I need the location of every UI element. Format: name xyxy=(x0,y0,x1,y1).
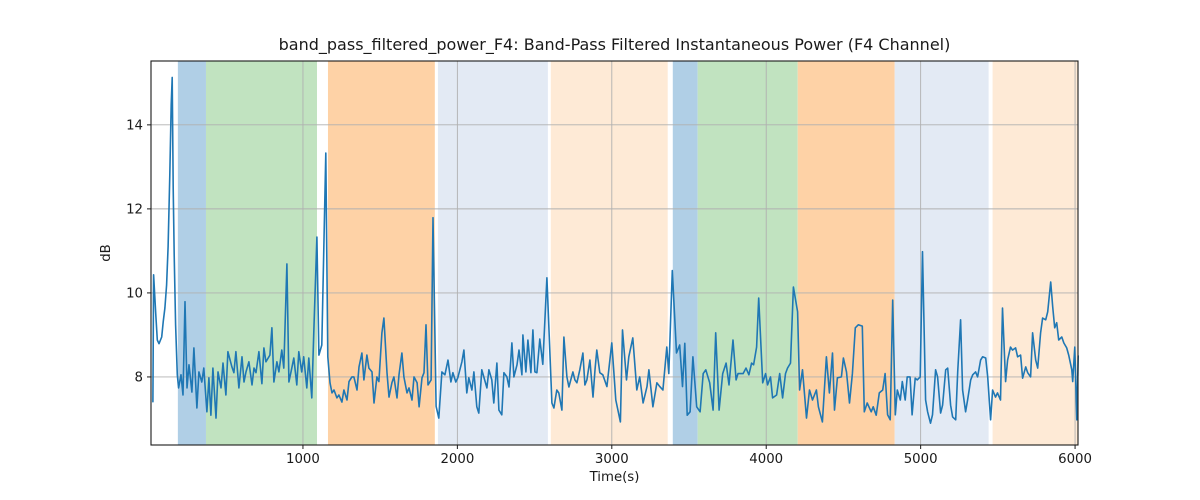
y-axis-label: dB xyxy=(99,244,114,262)
y-tick-label: 12 xyxy=(126,203,143,218)
stage-band xyxy=(327,61,435,445)
x-tick-label: 5000 xyxy=(904,452,938,467)
chart-title: band_pass_filtered_power_F4: Band-Pass F… xyxy=(279,35,951,55)
axis-ticks: 1000 2000 3000 4000 5000 6000 8 10 12 14 xyxy=(126,119,1092,467)
stage-band xyxy=(697,61,798,445)
x-tick-label: 3000 xyxy=(595,452,629,467)
stage-band xyxy=(894,61,989,445)
x-tick-label: 6000 xyxy=(1058,452,1092,467)
power-line xyxy=(152,76,1079,425)
power-series-layer xyxy=(152,76,1079,425)
y-tick-label: 8 xyxy=(135,371,143,386)
x-tick-label: 1000 xyxy=(286,452,320,467)
stage-band xyxy=(797,61,895,445)
stage-band xyxy=(992,61,1078,445)
y-tick-label: 10 xyxy=(126,287,143,302)
axes-spines xyxy=(150,60,1079,446)
x-axis-label: Time(s) xyxy=(589,470,640,485)
x-tick-label: 4000 xyxy=(749,452,783,467)
stage-band xyxy=(672,61,698,445)
y-tick-label: 14 xyxy=(126,119,143,134)
plot-border xyxy=(150,60,1079,446)
stage-band xyxy=(205,61,318,445)
x-tick-label: 2000 xyxy=(440,452,474,467)
